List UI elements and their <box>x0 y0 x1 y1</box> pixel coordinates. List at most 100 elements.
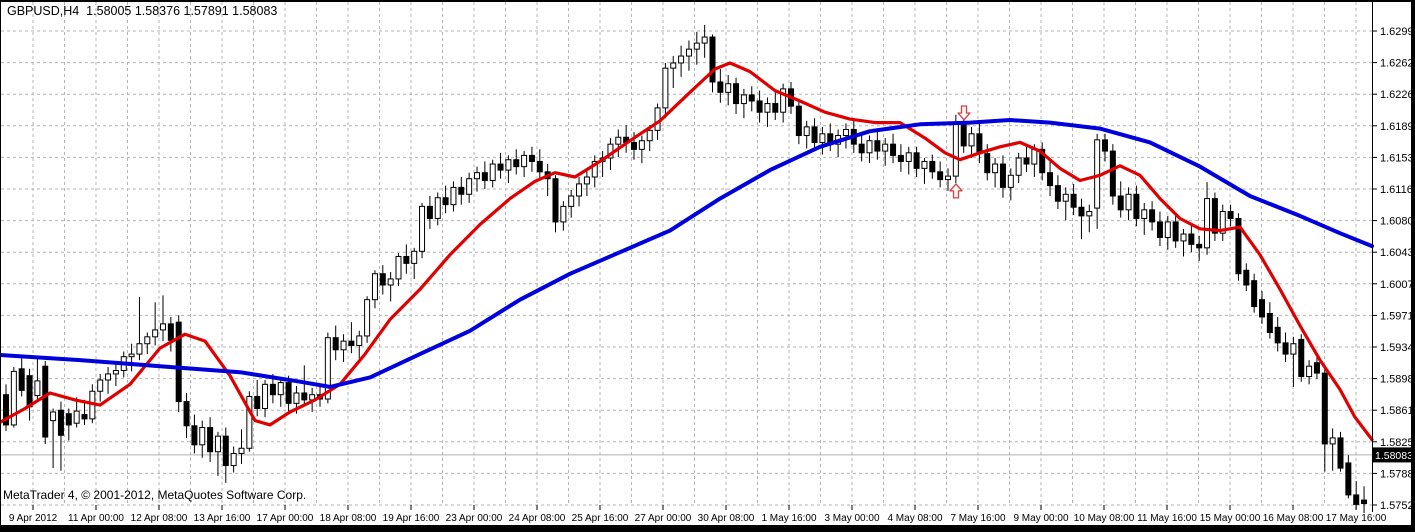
candle-bull <box>128 353 135 358</box>
candle-bull <box>489 163 496 181</box>
candle-bear <box>984 153 991 174</box>
candle-bull <box>921 160 928 169</box>
candle-bull <box>293 392 300 404</box>
candle-bear <box>717 81 724 93</box>
candle-bull <box>152 329 159 338</box>
candle-bull <box>662 67 669 109</box>
candle-bull <box>1290 343 1297 355</box>
candle-bull <box>395 255 402 280</box>
candle-bear <box>426 205 433 219</box>
price-axis-label: 1.58980 <box>1380 374 1415 386</box>
candle-bear <box>1243 269 1250 286</box>
down-arrow-icon <box>957 105 971 121</box>
candle-bear <box>811 126 818 143</box>
price-axis-label: 1.62620 <box>1380 58 1415 70</box>
candle-bear <box>772 103 779 113</box>
symbol-ohlc-title: GBPUSD,H4 1.58005 1.58376 1.57891 1.5808… <box>7 4 278 18</box>
candle-bear <box>631 141 637 150</box>
candle-bull <box>1141 209 1148 219</box>
candle-bear <box>795 105 802 137</box>
candle-bull <box>34 380 41 397</box>
candle-bull <box>199 427 206 446</box>
candle-bear <box>379 273 386 286</box>
candle-bull <box>450 186 457 206</box>
candle-bear <box>1102 139 1108 152</box>
time-axis-label: 16 May 08:00 <box>1263 513 1324 524</box>
candle-bull <box>1062 193 1069 202</box>
time-axis-label: 30 Apr 08:00 <box>698 513 755 524</box>
time-axis-label: 11 May 16:00 <box>1137 513 1197 524</box>
time-axis-label: 9 Apr 2012 <box>9 513 58 524</box>
candle-bull <box>560 205 567 223</box>
candle-bear <box>1282 342 1289 355</box>
candle-bear <box>1047 172 1054 187</box>
candle-bull <box>803 126 810 137</box>
price-axis-label: 1.62260 <box>1380 89 1415 101</box>
candle-bear <box>403 255 410 264</box>
price-axis-label: 1.59340 <box>1380 342 1415 354</box>
candle-bull <box>144 336 151 345</box>
candle-bear <box>1196 243 1203 249</box>
candle-bear <box>976 133 983 155</box>
price-axis-label: 1.60800 <box>1380 216 1415 228</box>
time-axis-label: 27 Apr 00:00 <box>635 513 692 524</box>
up-arrow-icon <box>949 183 963 199</box>
candle-bull <box>97 379 104 392</box>
candle-bear <box>890 143 897 156</box>
candle-bull <box>882 143 889 152</box>
candle-bull <box>214 435 221 453</box>
time-axis-label: 18 Apr 08:00 <box>320 513 377 524</box>
candle-bull <box>356 335 363 346</box>
candle-bull <box>1164 221 1171 238</box>
candle-bull <box>1015 157 1022 176</box>
time-axis-label: 17 May 16:00 <box>1326 513 1387 524</box>
price-axis-label: 1.61890 <box>1380 121 1415 133</box>
candle-bear <box>1172 221 1179 242</box>
candle-bull <box>670 62 677 69</box>
candle-bull <box>842 128 849 137</box>
candle-bear <box>1039 148 1046 174</box>
candle-bull <box>685 48 692 57</box>
candle-bear <box>1227 211 1234 219</box>
candle-bear <box>301 392 308 401</box>
candle-bear <box>913 152 920 169</box>
frame-border-right <box>1411 0 1415 532</box>
candle-bull <box>411 250 418 264</box>
candle-bull <box>583 176 590 185</box>
candle-bull <box>105 373 112 381</box>
candle-bull <box>780 88 787 113</box>
candle-bear <box>1109 150 1116 197</box>
candle-bear <box>348 340 355 346</box>
candle-bull <box>262 383 269 410</box>
price-axis-label: 1.58610 <box>1380 405 1415 417</box>
candle-bull <box>866 140 873 154</box>
candle-bear <box>1361 499 1368 505</box>
candle-bear <box>1337 437 1344 469</box>
candle-bear <box>81 414 88 420</box>
candle-bear <box>536 160 543 173</box>
candle-bear <box>528 154 535 162</box>
candle-bear <box>1070 193 1077 208</box>
time-axis-label: 7 May 16:00 <box>950 513 1005 524</box>
candle-bear <box>937 171 944 181</box>
candle-bear <box>1054 185 1061 202</box>
candle-bear <box>756 100 763 113</box>
candle-bull <box>678 55 685 64</box>
copyright-text: MetaTrader 4, © 2001-2012, MetaQuotes So… <box>3 488 307 502</box>
candle-bull <box>1204 198 1211 249</box>
candle-bear <box>1313 362 1320 374</box>
candle-bull <box>136 343 143 355</box>
candle-bear <box>1211 198 1218 234</box>
candle-bear <box>1259 299 1265 318</box>
candle-bear <box>1266 312 1273 334</box>
frame-border-top <box>0 0 1415 2</box>
candle-bull <box>387 278 394 286</box>
price-axis-label: 1.58250 <box>1380 437 1415 449</box>
candle-bear <box>897 154 904 162</box>
price-axis-label: 1.57880 <box>1380 468 1415 480</box>
candle-bull <box>277 382 284 396</box>
candle-bull <box>364 299 371 337</box>
time-axis-label: 15 May 00:00 <box>1200 513 1261 524</box>
